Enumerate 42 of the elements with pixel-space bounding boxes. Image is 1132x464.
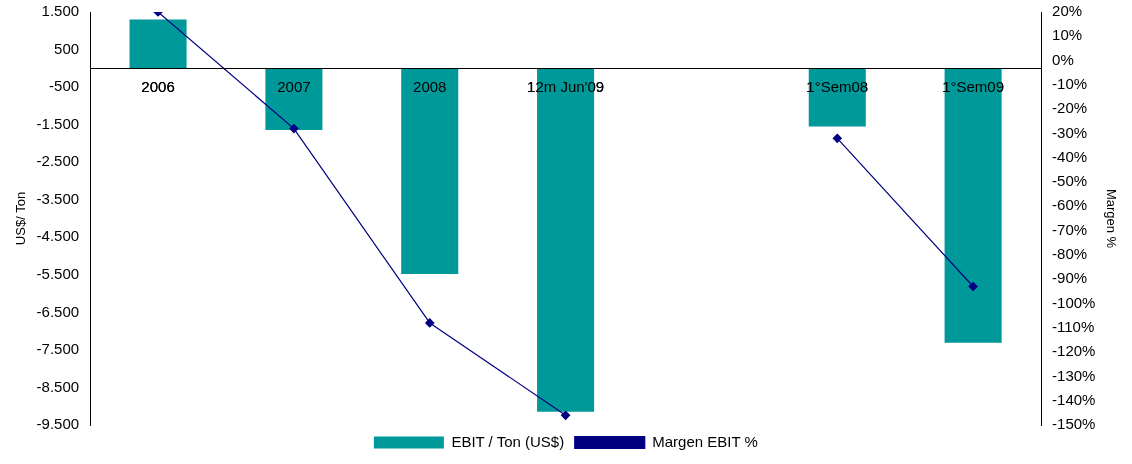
y2-tick-label: -50% bbox=[1052, 172, 1088, 190]
y-tick-label: -4.500 bbox=[36, 227, 80, 245]
y2-tick-label: -60% bbox=[1052, 196, 1088, 214]
y-tick-label: -8.500 bbox=[36, 377, 80, 395]
y-tick-label: -9.500 bbox=[36, 415, 80, 433]
point bbox=[425, 318, 435, 328]
y2-tick-label: 10% bbox=[1052, 26, 1083, 44]
x-tick-label: 2008 bbox=[413, 78, 447, 96]
y2-tick-label: 20% bbox=[1052, 2, 1083, 20]
y-tick-label: -500 bbox=[49, 77, 80, 95]
y2-tick-label: -10% bbox=[1052, 75, 1088, 93]
y2-tick-label: -20% bbox=[1052, 99, 1088, 117]
point bbox=[968, 281, 978, 292]
y2-tick-label: -120% bbox=[1052, 342, 1096, 360]
y2-tick-label: -100% bbox=[1052, 293, 1096, 311]
y-tick-label: -3.500 bbox=[36, 189, 80, 207]
y2-tick-label: -140% bbox=[1052, 390, 1096, 408]
y2-tick-label: -70% bbox=[1052, 220, 1088, 238]
x-tick-label: 2007 bbox=[277, 78, 311, 96]
y2-tick-label: -110% bbox=[1052, 317, 1095, 335]
y2-tick-label: -90% bbox=[1052, 269, 1088, 287]
y2-axis-title: Margen % bbox=[1103, 188, 1119, 249]
point bbox=[289, 124, 299, 134]
point bbox=[560, 410, 571, 420]
y-tick-label: -2.500 bbox=[36, 152, 80, 170]
legend-label: EBIT / Ton (US$) bbox=[451, 432, 565, 450]
y2-tick-label: -80% bbox=[1052, 245, 1088, 263]
y2-tick-label: -150% bbox=[1052, 415, 1096, 433]
point bbox=[832, 133, 842, 143]
y2-tick-label: -130% bbox=[1052, 366, 1096, 384]
y-tick-label: -5.500 bbox=[36, 264, 80, 282]
legend-label: Margen EBIT % bbox=[652, 432, 758, 450]
y-tick-label: -1.500 bbox=[36, 114, 80, 132]
y-tick-label: 500 bbox=[54, 39, 80, 57]
y-tick-label: -7.500 bbox=[36, 340, 80, 358]
y-axis-title: US$/ Ton bbox=[13, 191, 29, 246]
y-tick-label: -6.500 bbox=[36, 302, 80, 320]
y2-tick-label: -40% bbox=[1052, 147, 1088, 165]
y-tick-label: 1.500 bbox=[41, 2, 80, 20]
y2-tick-label: -30% bbox=[1052, 123, 1088, 141]
x-tick-label: 2006 bbox=[141, 78, 175, 96]
y2-tick-label: 0% bbox=[1052, 50, 1074, 68]
